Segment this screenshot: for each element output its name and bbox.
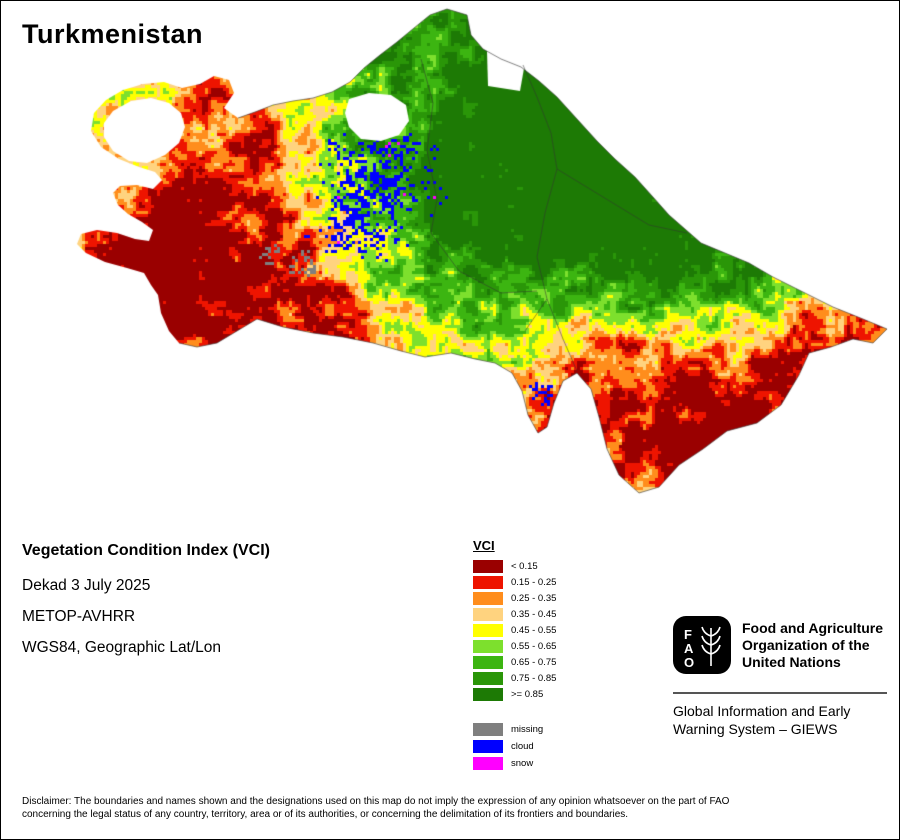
fao-name: Food and Agriculture Organization of the… [742, 620, 883, 671]
fao-name-line1: Food and Agriculture [742, 620, 884, 636]
legend-row: 0.65 - 0.75 [473, 656, 556, 669]
fao-logo-letter-a: A [684, 641, 694, 656]
legend-row: 0.75 - 0.85 [473, 672, 556, 685]
legend-swatch [473, 608, 503, 621]
legend-label: 0.55 - 0.65 [511, 641, 557, 652]
page-title: Turkmenistan [22, 19, 204, 49]
legend-row: cloud [473, 740, 556, 753]
legend-swatch [473, 640, 503, 653]
legend-row: >= 0.85 [473, 688, 556, 701]
legend-row: 0.45 - 0.55 [473, 624, 556, 637]
disclaimer-line1: Disclaimer: The boundaries and names sho… [22, 796, 730, 807]
legend-label: snow [511, 758, 534, 769]
legend-title: VCI [473, 538, 495, 553]
giews-line2: Warning System – GIEWS [673, 721, 838, 737]
legend: VCI < 0.15 0.15 - 0.25 0.25 - 0.35 0.35 - 0… [473, 538, 556, 774]
legend-swatch [473, 656, 503, 669]
fao-logo-icon: F A O [673, 616, 731, 674]
legend-classes: < 0.15 0.15 - 0.25 0.25 - 0.35 0.35 - 0.45 0… [473, 560, 556, 701]
legend-label: 0.25 - 0.35 [511, 593, 557, 604]
fao-logo-letter-f: F [684, 627, 692, 642]
legend-label: 0.75 - 0.85 [511, 673, 557, 684]
legend-swatch [473, 592, 503, 605]
legend-swatch [473, 672, 503, 685]
legend-row: missing [473, 723, 556, 736]
legend-label: cloud [511, 741, 534, 752]
giews-line1: Global Information and Early [673, 703, 851, 719]
legend-row: < 0.15 [473, 560, 556, 573]
legend-extra: missing cloud snow [473, 723, 556, 770]
map-canvas [1, 1, 899, 531]
legend-row: snow [473, 757, 556, 770]
disclaimer: Disclaimer: The boundaries and names sho… [22, 795, 729, 821]
fao-logo-letter-o: O [684, 655, 694, 670]
giews-text: Global Information and Early Warning Sys… [673, 702, 850, 738]
legend-label: missing [511, 724, 544, 735]
disclaimer-line2: concerning the legal status of any count… [22, 809, 629, 820]
legend-label: 0.65 - 0.75 [511, 657, 557, 668]
fao-logo: F A O [673, 616, 731, 679]
legend-swatch [473, 560, 503, 573]
legend-row: 0.25 - 0.35 [473, 592, 556, 605]
legend-label: < 0.15 [511, 561, 538, 572]
legend-swatch [473, 624, 503, 637]
legend-label: 0.15 - 0.25 [511, 577, 557, 588]
fao-divider [673, 692, 887, 694]
legend-label: 0.35 - 0.45 [511, 609, 557, 620]
fao-name-line3: United Nations [742, 654, 841, 670]
legend-label: 0.45 - 0.55 [511, 625, 557, 636]
vci-heading: Vegetation Condition Index (VCI) [22, 542, 270, 559]
legend-row: 0.55 - 0.65 [473, 640, 556, 653]
fao-name-line2: Organization of the [742, 637, 870, 653]
legend-row: 0.15 - 0.25 [473, 576, 556, 589]
sensor-line: METOP-AVHRR [22, 608, 136, 625]
projection-line: WGS84, Geographic Lat/Lon [22, 639, 222, 656]
wheat-ear-icon [701, 626, 721, 666]
legend-swatch [473, 723, 503, 736]
map-info-block: Vegetation Condition Index (VCI) Dekad 3… [22, 542, 270, 670]
legend-row: 0.35 - 0.45 [473, 608, 556, 621]
legend-swatch [473, 740, 503, 753]
legend-swatch [473, 757, 503, 770]
legend-label: >= 0.85 [511, 689, 544, 700]
legend-swatch [473, 576, 503, 589]
dekad-line: Dekad 3 July 2025 [22, 577, 151, 594]
legend-swatch [473, 688, 503, 701]
